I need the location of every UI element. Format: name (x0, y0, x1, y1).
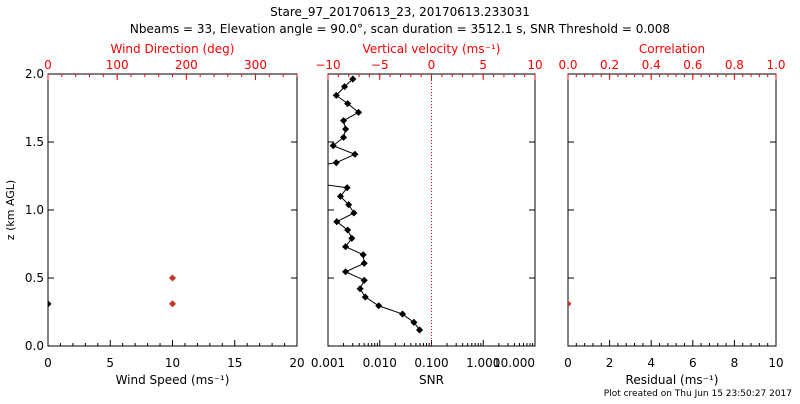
series-wind-direction (48, 300, 52, 308)
data-point (341, 83, 349, 91)
data-point (168, 274, 177, 282)
footer-timestamp: Plot created on Thu Jun 15 23:50:27 2017 (604, 389, 792, 399)
series-correlation (568, 300, 572, 308)
data-point (410, 318, 418, 326)
top-tick-label: 10 (527, 58, 542, 72)
top-tick-label: 5 (479, 58, 487, 72)
data-point (375, 302, 383, 310)
data-point (344, 100, 352, 108)
top-axis-label: Wind Direction (deg) (111, 42, 235, 56)
x-tick-label: 10.000 (493, 356, 535, 370)
x-tick-label: 8 (731, 356, 739, 370)
top-axis-label: Vertical velocity (ms⁻¹) (363, 42, 501, 56)
data-point (356, 285, 364, 293)
data-point (359, 251, 367, 259)
plot-subtitle: Nbeams = 33, Elevation angle = 90.0°, sc… (130, 22, 670, 36)
top-tick-label: −5 (371, 58, 389, 72)
data-point (348, 234, 356, 242)
top-tick-label: 0.4 (642, 58, 661, 72)
data-point (354, 108, 363, 116)
data-point (343, 184, 351, 192)
data-point (332, 159, 340, 167)
top-tick-label: −10 (315, 58, 340, 72)
data-point (360, 276, 368, 284)
top-tick-label: 0.6 (683, 58, 702, 72)
x-tick-label: 0 (44, 356, 52, 370)
series-wind-speed (168, 274, 177, 308)
x-tick-label: 5 (106, 356, 114, 370)
data-point (361, 293, 369, 301)
data-point (336, 192, 344, 200)
panel-frame (567, 73, 777, 347)
data-point (329, 142, 337, 150)
data-point (416, 326, 424, 334)
x-axis-label: Wind Speed (ms⁻¹) (116, 373, 230, 387)
x-tick-label: 2 (606, 356, 614, 370)
data-point (345, 201, 353, 209)
top-tick-label: 0.8 (725, 58, 744, 72)
x-tick-label: 20 (289, 356, 304, 370)
x-axis-label: SNR (419, 373, 444, 387)
data-point (48, 300, 52, 308)
x-tick-label: 0.001 (311, 356, 345, 370)
data-point (360, 259, 368, 267)
x-tick-label: 10 (768, 356, 783, 370)
x-tick-label: 0 (564, 356, 572, 370)
x-tick-label: 10 (165, 356, 180, 370)
panel-3: 0 2 4 6 8 10 Residual (ms⁻¹) 0.0 0.2 0.4 0.6 0.8 1.0… (558, 42, 785, 387)
top-tick-label: 1.0 (766, 58, 785, 72)
data-point (339, 133, 348, 141)
top-axis-label: Correlation (639, 42, 705, 56)
x-axis-label: Residual (ms⁻¹) (626, 373, 719, 387)
top-tick-label: 0.2 (600, 58, 619, 72)
top-tick-label: 0 (428, 58, 436, 72)
x-tick-label: 0.010 (363, 356, 397, 370)
data-point (342, 243, 350, 251)
series-vertical-velocity (283, 75, 424, 334)
data-point (398, 310, 407, 318)
x-tick-label: 15 (227, 356, 242, 370)
y-tick-label: 0.5 (25, 271, 44, 285)
data-point (342, 125, 350, 133)
y-tick-label: 1.0 (25, 203, 44, 217)
data-point (168, 300, 177, 308)
data-point (349, 75, 357, 83)
top-tick-label: 0.0 (558, 58, 577, 72)
top-tick-label: 200 (175, 58, 198, 72)
top-tick-label: 0 (44, 58, 52, 72)
data-point (283, 167, 290, 174)
data-point (344, 226, 352, 234)
x-tick-label: 4 (647, 356, 655, 370)
top-tick-label: 300 (244, 58, 267, 72)
top-tick-label: 100 (106, 58, 129, 72)
data-point (332, 91, 340, 99)
x-tick-label: 1.000 (466, 356, 500, 370)
data-point (339, 117, 348, 125)
data-point (568, 300, 572, 308)
series-line (328, 78, 420, 331)
y-tick-label: 2.0 (25, 67, 44, 81)
data-point (350, 209, 358, 217)
y-tick-label: 0.0 (25, 339, 44, 353)
x-tick-label: 6 (689, 356, 697, 370)
data-point (333, 218, 341, 226)
data-point (283, 176, 290, 183)
plot-title: Stare_97_20170613_23, 20170613.233031 (270, 5, 530, 19)
y-axis-label: z (km AGL) (4, 180, 17, 240)
data-point (342, 268, 350, 276)
y-tick-label: 1.5 (25, 135, 44, 149)
x-tick-label: 0.100 (414, 356, 448, 370)
data-point (351, 150, 359, 158)
